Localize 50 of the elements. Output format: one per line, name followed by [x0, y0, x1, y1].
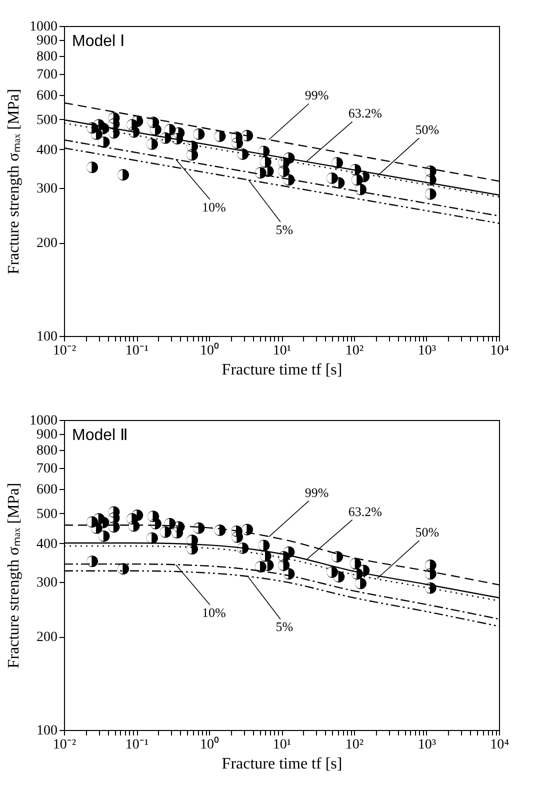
- x-tick-label: 10³: [418, 738, 436, 752]
- y-tick-label: 200: [36, 236, 58, 252]
- annotation: 10%: [202, 604, 226, 620]
- y-tick-label: 600: [36, 88, 58, 104]
- x-tick-label: 10¹: [272, 344, 292, 358]
- y-tick-label: 300: [36, 576, 58, 591]
- annotation: 5%: [276, 619, 294, 634]
- y-tick-label: 800: [36, 444, 58, 459]
- y-tick-label: 600: [36, 482, 58, 498]
- x-tick-label: 10²: [345, 738, 364, 752]
- x-tick-label: 10⁻¹: [125, 344, 149, 358]
- annotation: 5%: [276, 222, 294, 237]
- y-tick-label: 200: [36, 630, 58, 646]
- annotation: 50%: [415, 122, 440, 138]
- annotation: 99%: [304, 88, 329, 103]
- y-tick-label: 1000: [30, 20, 58, 34]
- x-tick-label: 10²: [345, 344, 364, 358]
- y-tick-label: 700: [36, 68, 58, 83]
- y-tick-label: 900: [36, 428, 58, 443]
- y-axis-title: Fracture strength σₘₐₓ [MPa]: [6, 482, 22, 668]
- annotation: 63.2%: [348, 106, 382, 121]
- y-tick-label: 900: [36, 34, 58, 49]
- x-tick-label: 10¹: [272, 738, 292, 752]
- y-tick-label: 700: [36, 462, 58, 477]
- annotation: 63.2%: [348, 504, 382, 519]
- y-tick-label: 100: [36, 330, 58, 344]
- x-axis-title: Fracture time tf [s]: [222, 362, 342, 378]
- y-tick-label: 400: [36, 536, 58, 552]
- y-tick-label: 500: [36, 112, 58, 128]
- x-tick-label: 10⁴: [490, 344, 510, 358]
- chart-title: Model Ⅰ: [72, 33, 126, 50]
- x-tick-label: 10⁰: [200, 342, 219, 358]
- x-tick-label: 10⁰: [200, 736, 219, 752]
- x-tick-label: 10³: [418, 344, 436, 358]
- y-tick-label: 400: [36, 142, 58, 158]
- y-tick-label: 300: [36, 182, 58, 197]
- x-tick-label: 10⁻²: [52, 344, 76, 358]
- annotation: 99%: [304, 484, 329, 500]
- y-tick-label: 800: [36, 50, 58, 65]
- x-axis-title: Fracture time tf [s]: [222, 756, 342, 772]
- x-tick-label: 10⁻²: [52, 738, 76, 752]
- chart-title: Model Ⅱ: [72, 427, 128, 444]
- y-tick-label: 500: [36, 506, 58, 522]
- x-tick-label: 10⁻¹: [125, 738, 149, 752]
- x-tick-label: 10⁴: [490, 738, 510, 752]
- y-axis-title: Fracture strength σₘₐₓ [MPa]: [6, 88, 22, 274]
- y-tick-label: 100: [36, 724, 58, 738]
- y-tick-label: 1000: [30, 414, 58, 428]
- annotation: 50%: [415, 524, 440, 540]
- annotation: 10%: [202, 199, 226, 214]
